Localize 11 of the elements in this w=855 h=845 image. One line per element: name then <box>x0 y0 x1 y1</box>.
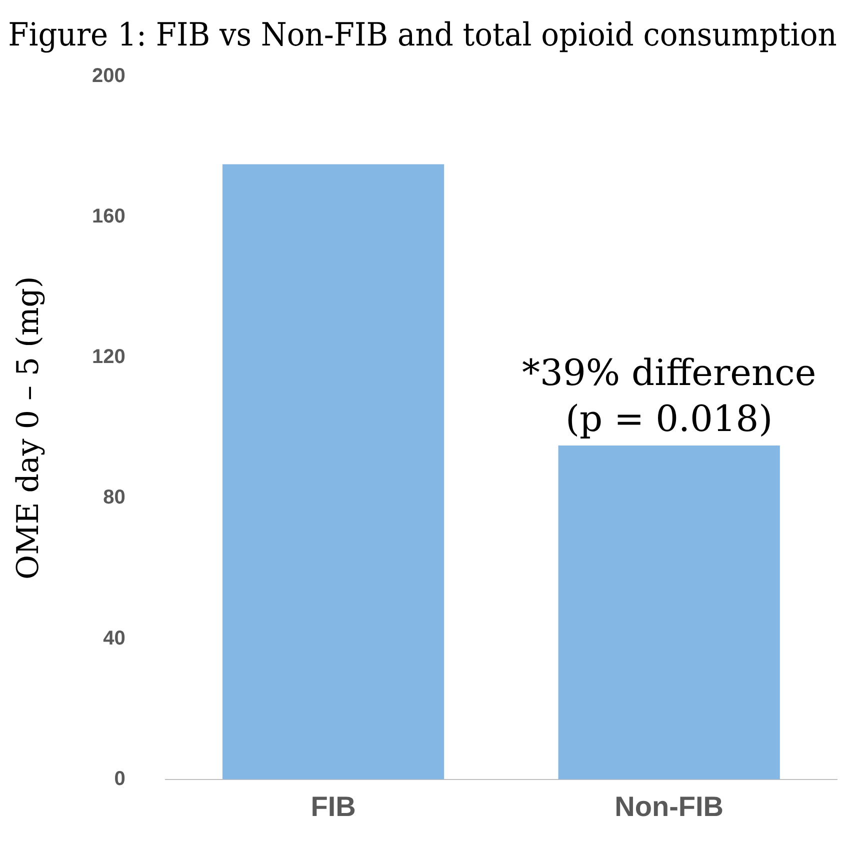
y-axis-title: OME day 0 – 5 (mg) <box>10 276 46 580</box>
y-tick-label: 160 <box>92 206 126 228</box>
x-tick-label: Non-FIB <box>614 790 724 822</box>
y-tick-label: 120 <box>92 346 126 368</box>
annotation: *39% difference (p = 0.018) <box>522 352 816 440</box>
x-tick-label: FIB <box>310 790 356 822</box>
y-tick-label: 0 <box>114 768 126 790</box>
chart-title: Figure 1: FIB vs Non-FIB and total opioid consumption <box>8 16 837 54</box>
y-tick-label: 80 <box>103 486 126 509</box>
y-tick-label: 40 <box>103 627 126 650</box>
y-tick-label: 200 <box>92 64 126 87</box>
